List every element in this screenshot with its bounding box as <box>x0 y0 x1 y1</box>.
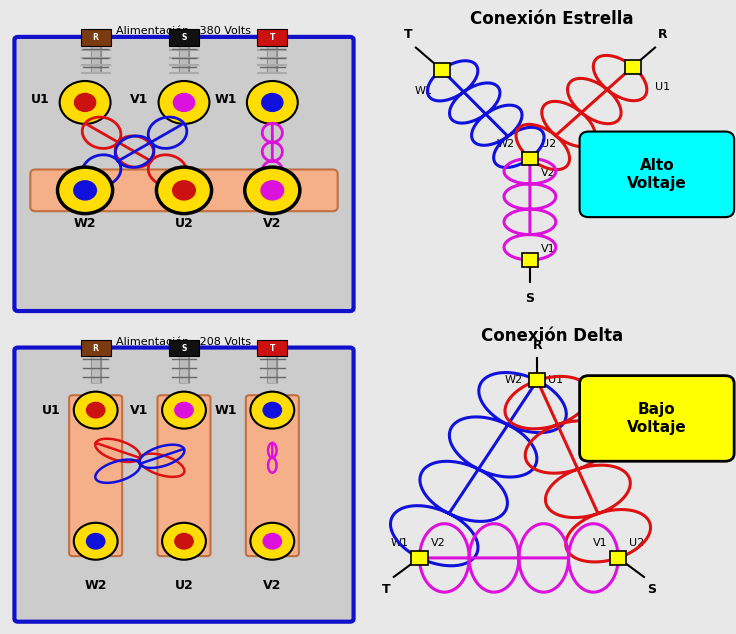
Text: V2: V2 <box>541 168 556 178</box>
FancyBboxPatch shape <box>15 347 353 622</box>
Text: Alimentación   208 Volts: Alimentación 208 Volts <box>116 337 252 347</box>
FancyBboxPatch shape <box>625 60 641 74</box>
Circle shape <box>261 181 283 200</box>
FancyBboxPatch shape <box>522 253 538 267</box>
Text: Bajo
Voltaje: Bajo Voltaje <box>627 402 687 435</box>
FancyBboxPatch shape <box>30 169 338 211</box>
FancyBboxPatch shape <box>81 29 110 46</box>
FancyBboxPatch shape <box>158 395 210 556</box>
Circle shape <box>162 392 206 429</box>
Text: T: T <box>382 583 391 597</box>
Circle shape <box>174 93 194 112</box>
Text: W2: W2 <box>74 217 96 230</box>
Circle shape <box>74 93 96 112</box>
Text: U2: U2 <box>629 538 645 548</box>
Text: W1: W1 <box>214 93 237 106</box>
Text: S: S <box>647 583 656 597</box>
Text: S: S <box>181 33 187 42</box>
Text: Conexión Delta: Conexión Delta <box>481 327 623 344</box>
Text: U2: U2 <box>541 139 556 149</box>
Text: R: R <box>657 28 668 41</box>
Circle shape <box>87 403 105 418</box>
Circle shape <box>250 523 294 560</box>
Text: V1: V1 <box>130 404 149 417</box>
FancyBboxPatch shape <box>69 395 122 556</box>
Text: T: T <box>404 28 413 41</box>
Circle shape <box>173 181 195 200</box>
Text: S: S <box>526 292 534 305</box>
Circle shape <box>87 533 105 549</box>
Circle shape <box>74 392 118 429</box>
Circle shape <box>263 533 281 549</box>
FancyBboxPatch shape <box>580 375 734 462</box>
Text: W1: W1 <box>414 86 432 96</box>
FancyBboxPatch shape <box>258 29 287 46</box>
Text: V1: V1 <box>592 538 607 548</box>
Text: V2: V2 <box>263 579 281 592</box>
Circle shape <box>158 81 210 124</box>
Circle shape <box>57 167 113 214</box>
Text: Alto
Voltaje: Alto Voltaje <box>627 158 687 191</box>
Text: R: R <box>532 339 542 352</box>
Circle shape <box>74 181 96 200</box>
FancyBboxPatch shape <box>529 373 545 387</box>
FancyBboxPatch shape <box>610 551 626 565</box>
Circle shape <box>175 533 193 549</box>
Circle shape <box>175 403 193 418</box>
Text: U1: U1 <box>42 404 60 417</box>
Text: T: T <box>269 344 275 353</box>
Text: W1: W1 <box>391 538 408 548</box>
Text: V1: V1 <box>541 243 556 254</box>
Text: W2: W2 <box>497 139 515 149</box>
Text: W2: W2 <box>504 375 523 385</box>
Text: U2: U2 <box>174 217 194 230</box>
Circle shape <box>263 403 281 418</box>
Text: W2: W2 <box>85 579 107 592</box>
Text: V2: V2 <box>263 217 281 230</box>
FancyBboxPatch shape <box>15 37 353 311</box>
Text: V1: V1 <box>130 93 149 106</box>
Text: W1: W1 <box>214 404 237 417</box>
Circle shape <box>245 167 300 214</box>
FancyBboxPatch shape <box>411 551 428 565</box>
FancyBboxPatch shape <box>580 132 734 217</box>
FancyBboxPatch shape <box>258 340 287 356</box>
Circle shape <box>60 81 110 124</box>
FancyBboxPatch shape <box>169 29 199 46</box>
Text: R: R <box>93 344 99 353</box>
Text: U2: U2 <box>174 579 194 592</box>
Text: T: T <box>269 33 275 42</box>
FancyBboxPatch shape <box>434 63 450 77</box>
Text: Conexión Estrella: Conexión Estrella <box>470 10 634 27</box>
Circle shape <box>262 93 283 112</box>
Circle shape <box>157 167 211 214</box>
FancyBboxPatch shape <box>522 152 538 165</box>
FancyBboxPatch shape <box>246 395 299 556</box>
Text: R: R <box>93 33 99 42</box>
Circle shape <box>250 392 294 429</box>
Text: Alimentación   380 Volts: Alimentación 380 Volts <box>116 27 252 37</box>
FancyBboxPatch shape <box>81 340 110 356</box>
Text: U1: U1 <box>655 82 670 93</box>
Circle shape <box>162 523 206 560</box>
FancyBboxPatch shape <box>169 340 199 356</box>
Text: V2: V2 <box>431 538 445 548</box>
Text: S: S <box>181 344 187 353</box>
Circle shape <box>247 81 298 124</box>
Text: U1: U1 <box>31 93 50 106</box>
Circle shape <box>74 523 118 560</box>
Text: U1: U1 <box>548 375 564 385</box>
